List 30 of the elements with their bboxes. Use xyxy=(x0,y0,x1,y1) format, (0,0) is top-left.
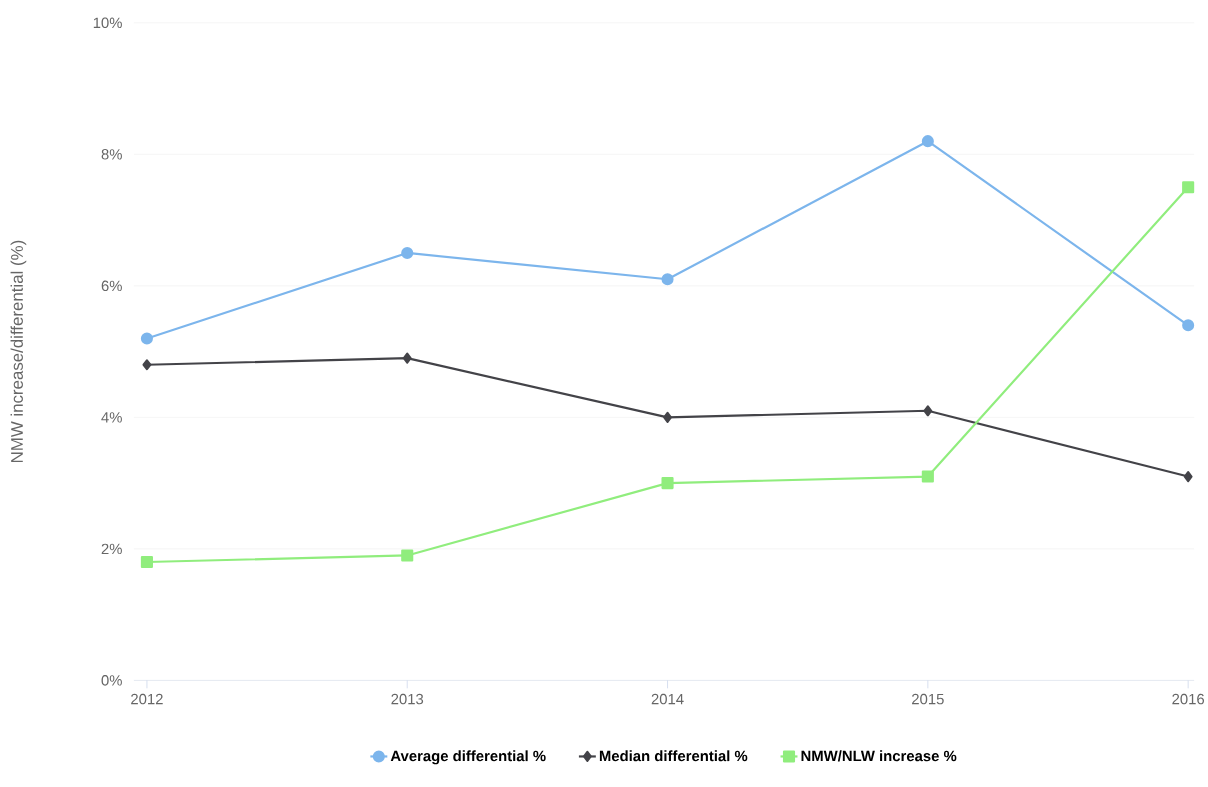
point xyxy=(921,135,934,148)
point xyxy=(921,470,934,483)
y-tick-label: 10% xyxy=(93,17,122,29)
x-tick-label: 2016 xyxy=(1172,694,1205,705)
x-tick-label: 2013 xyxy=(391,694,424,705)
legend-label: NMW/NLW increase % xyxy=(801,750,957,762)
y-tick-label: 4% xyxy=(101,412,122,423)
x-tick-label: 2015 xyxy=(912,694,944,705)
x-tick-label: 2012 xyxy=(131,694,163,705)
point xyxy=(1183,471,1193,483)
point xyxy=(401,549,414,562)
point xyxy=(401,247,414,260)
point xyxy=(1182,319,1195,332)
point xyxy=(661,273,674,286)
y-tick-label: 2% xyxy=(101,543,122,555)
y-axis-title: NMW increase/differential (%) xyxy=(10,241,27,463)
y-tick-label: 0% xyxy=(101,675,122,686)
legend-label: Average differential % xyxy=(390,750,546,765)
point xyxy=(661,477,674,490)
point xyxy=(140,332,153,345)
y-tick-label: 6% xyxy=(101,280,122,292)
point xyxy=(140,556,153,569)
point xyxy=(142,359,152,371)
point xyxy=(1182,181,1195,194)
y-tick-label: 8% xyxy=(101,149,122,160)
point xyxy=(923,405,933,417)
legend-label: Median differential % xyxy=(599,750,748,762)
point xyxy=(663,412,672,424)
x-tick-label: 2014 xyxy=(651,694,684,705)
point xyxy=(402,352,412,364)
